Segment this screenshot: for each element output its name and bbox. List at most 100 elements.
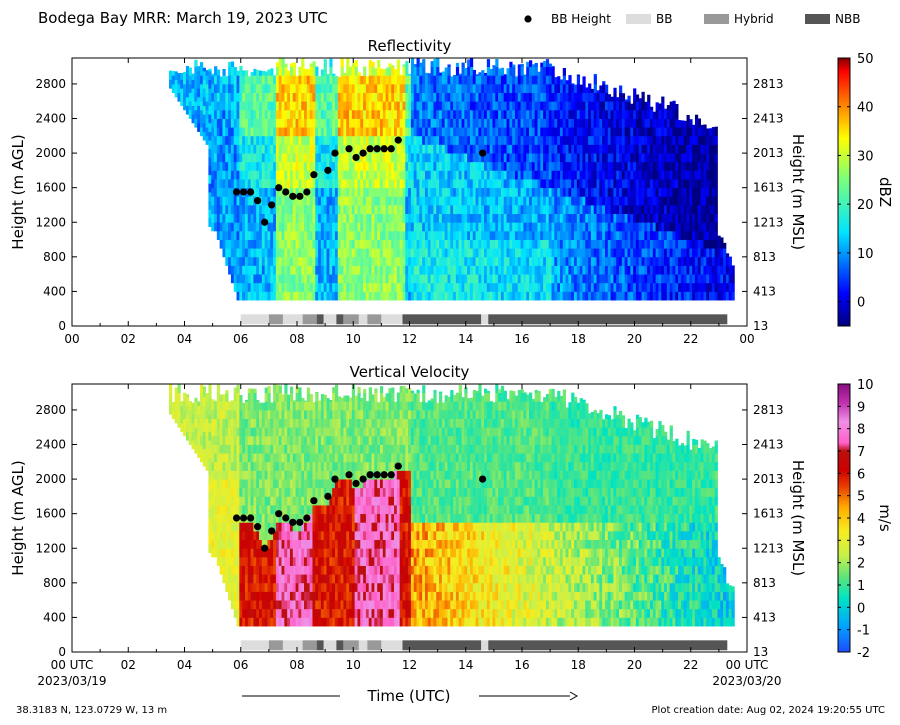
bb-height-point xyxy=(289,518,297,526)
legend-label-nbb: NBB xyxy=(835,12,860,26)
x-tick-label: 00 xyxy=(739,332,754,346)
colorbar-tick-label: 6 xyxy=(857,467,865,482)
y-axis-label: Height (m AGL) xyxy=(9,134,27,249)
bb-class-segment xyxy=(481,640,489,651)
bb-height-point xyxy=(289,192,297,200)
bb-class-segment xyxy=(402,314,482,325)
colorbar-tick-label: 2 xyxy=(857,557,865,572)
x-start-date: 2023/03/19 xyxy=(37,674,106,688)
y-tick-label: 1600 xyxy=(35,507,66,521)
y-tick-label-right: 813 xyxy=(753,250,776,264)
bb-class-segment xyxy=(316,314,324,325)
x-label-arrow-head xyxy=(569,691,579,701)
bb-height-point xyxy=(366,471,374,479)
x-axis-label: Time (UTC) xyxy=(367,687,451,705)
bb-class-segment xyxy=(358,640,368,651)
colorbar-tick-label: 50 xyxy=(857,52,874,67)
colorbar xyxy=(837,57,851,327)
y-tick-label-right: 813 xyxy=(753,576,776,590)
x-tick-label: 04 xyxy=(177,332,192,346)
bb-height-point xyxy=(303,188,311,196)
colorbar-label: m/s xyxy=(876,504,894,532)
y-tick-label: 1200 xyxy=(35,541,66,555)
bb-height-point xyxy=(296,192,304,200)
panel-title: Reflectivity xyxy=(368,37,452,55)
y-tick-label-right: 413 xyxy=(753,284,776,298)
bb-height-point xyxy=(352,479,360,488)
bb-height-point xyxy=(232,514,241,522)
x-tick-label: 12 xyxy=(402,658,417,672)
x-tick-label: 10 xyxy=(346,658,361,672)
colorbar-tick-label: 3 xyxy=(857,534,865,549)
panel-title: Vertical Velocity xyxy=(350,363,470,381)
bb-height-point xyxy=(479,475,487,483)
y-tick-label: 400 xyxy=(43,610,66,624)
figure-title: Bodega Bay MRR: March 19, 2023 UTC xyxy=(38,9,328,27)
bb-height-point xyxy=(254,523,262,531)
bb-class-segment xyxy=(367,314,382,325)
x-tick-label: 14 xyxy=(458,332,473,346)
bb-class-segment xyxy=(316,640,324,651)
bb-height-point xyxy=(366,145,374,153)
x-tick-label: 16 xyxy=(514,658,529,672)
y-tick-label: 800 xyxy=(43,250,66,264)
bb-height-point xyxy=(380,471,388,479)
bb-height-point xyxy=(232,188,241,196)
legend-label-hybrid: Hybrid xyxy=(734,12,774,26)
bb-height-point xyxy=(373,145,381,153)
bb-class-segment xyxy=(240,640,269,651)
x-tick-label: 06 xyxy=(233,332,248,346)
bb-height-point xyxy=(261,218,269,226)
colorbar-tick-label: -1 xyxy=(857,624,870,639)
heatmap-field xyxy=(169,58,735,301)
y-tick-label-right: 413 xyxy=(753,610,776,624)
bb-class-segment xyxy=(343,640,359,651)
x-tick-label: 16 xyxy=(514,332,529,346)
bb-height-point xyxy=(352,153,360,162)
bb-class-segment xyxy=(488,640,728,651)
y-tick-label: 2400 xyxy=(35,112,66,126)
colorbar-tick-label: 30 xyxy=(857,149,874,164)
x-tick-label: 18 xyxy=(571,332,586,346)
bb-height-point xyxy=(310,171,318,179)
y-tick-label-right: 2013 xyxy=(753,146,784,160)
x-tick-label: 22 xyxy=(683,658,698,672)
y-tick-label: 2400 xyxy=(35,438,66,452)
colorbar-tick-label: 0 xyxy=(857,296,865,311)
y-axis-label: Height (m AGL) xyxy=(9,460,27,575)
x-axis-footer: 00 UTC 2023/03/19 00 UTC 2023/03/20 Time (UT… xyxy=(37,658,781,705)
bb-class-segment xyxy=(302,314,317,325)
y-tick-label-right: 2013 xyxy=(753,472,784,486)
bb-height-point xyxy=(394,136,402,144)
bb-class-segment xyxy=(323,640,337,651)
x-tick-label: 08 xyxy=(289,658,304,672)
colorbar-tick-label: 1 xyxy=(857,579,865,594)
bb-class-segment xyxy=(240,314,269,325)
bb-class-segment xyxy=(343,314,359,325)
y-axis-label-right: Height (m MSL) xyxy=(789,460,807,576)
x-tick-label: 22 xyxy=(683,332,698,346)
bb-height-point xyxy=(268,201,276,209)
x-tick-label: 06 xyxy=(233,658,248,672)
colorbar-tick-label: 10 xyxy=(857,247,874,262)
x-end-date: 2023/03/20 xyxy=(712,674,781,688)
bb-height-point xyxy=(387,145,395,153)
y-tick-label: 2000 xyxy=(35,472,66,486)
colorbar-tick-label: 5 xyxy=(857,490,865,505)
bb-height-point xyxy=(345,471,353,479)
x-tick-label: 00 xyxy=(64,332,79,346)
colorbar-label: dBZ xyxy=(876,177,894,207)
y-tick-label-right: 2413 xyxy=(753,438,784,452)
bb-height-point xyxy=(303,514,311,522)
x-end-time: 00 UTC xyxy=(726,658,769,672)
colorbar-tick-label: -2 xyxy=(857,646,870,661)
y-tick-label-right: 13 xyxy=(753,645,768,659)
colorbar-tick-label: 7 xyxy=(857,445,865,460)
y-tick-label-right: 2813 xyxy=(753,403,784,417)
heatmap-field xyxy=(169,384,735,627)
bb-class-segment xyxy=(481,314,489,325)
y-tick-label: 800 xyxy=(43,576,66,590)
figure-legend: BB Height BB Hybrid NBB xyxy=(524,12,860,26)
